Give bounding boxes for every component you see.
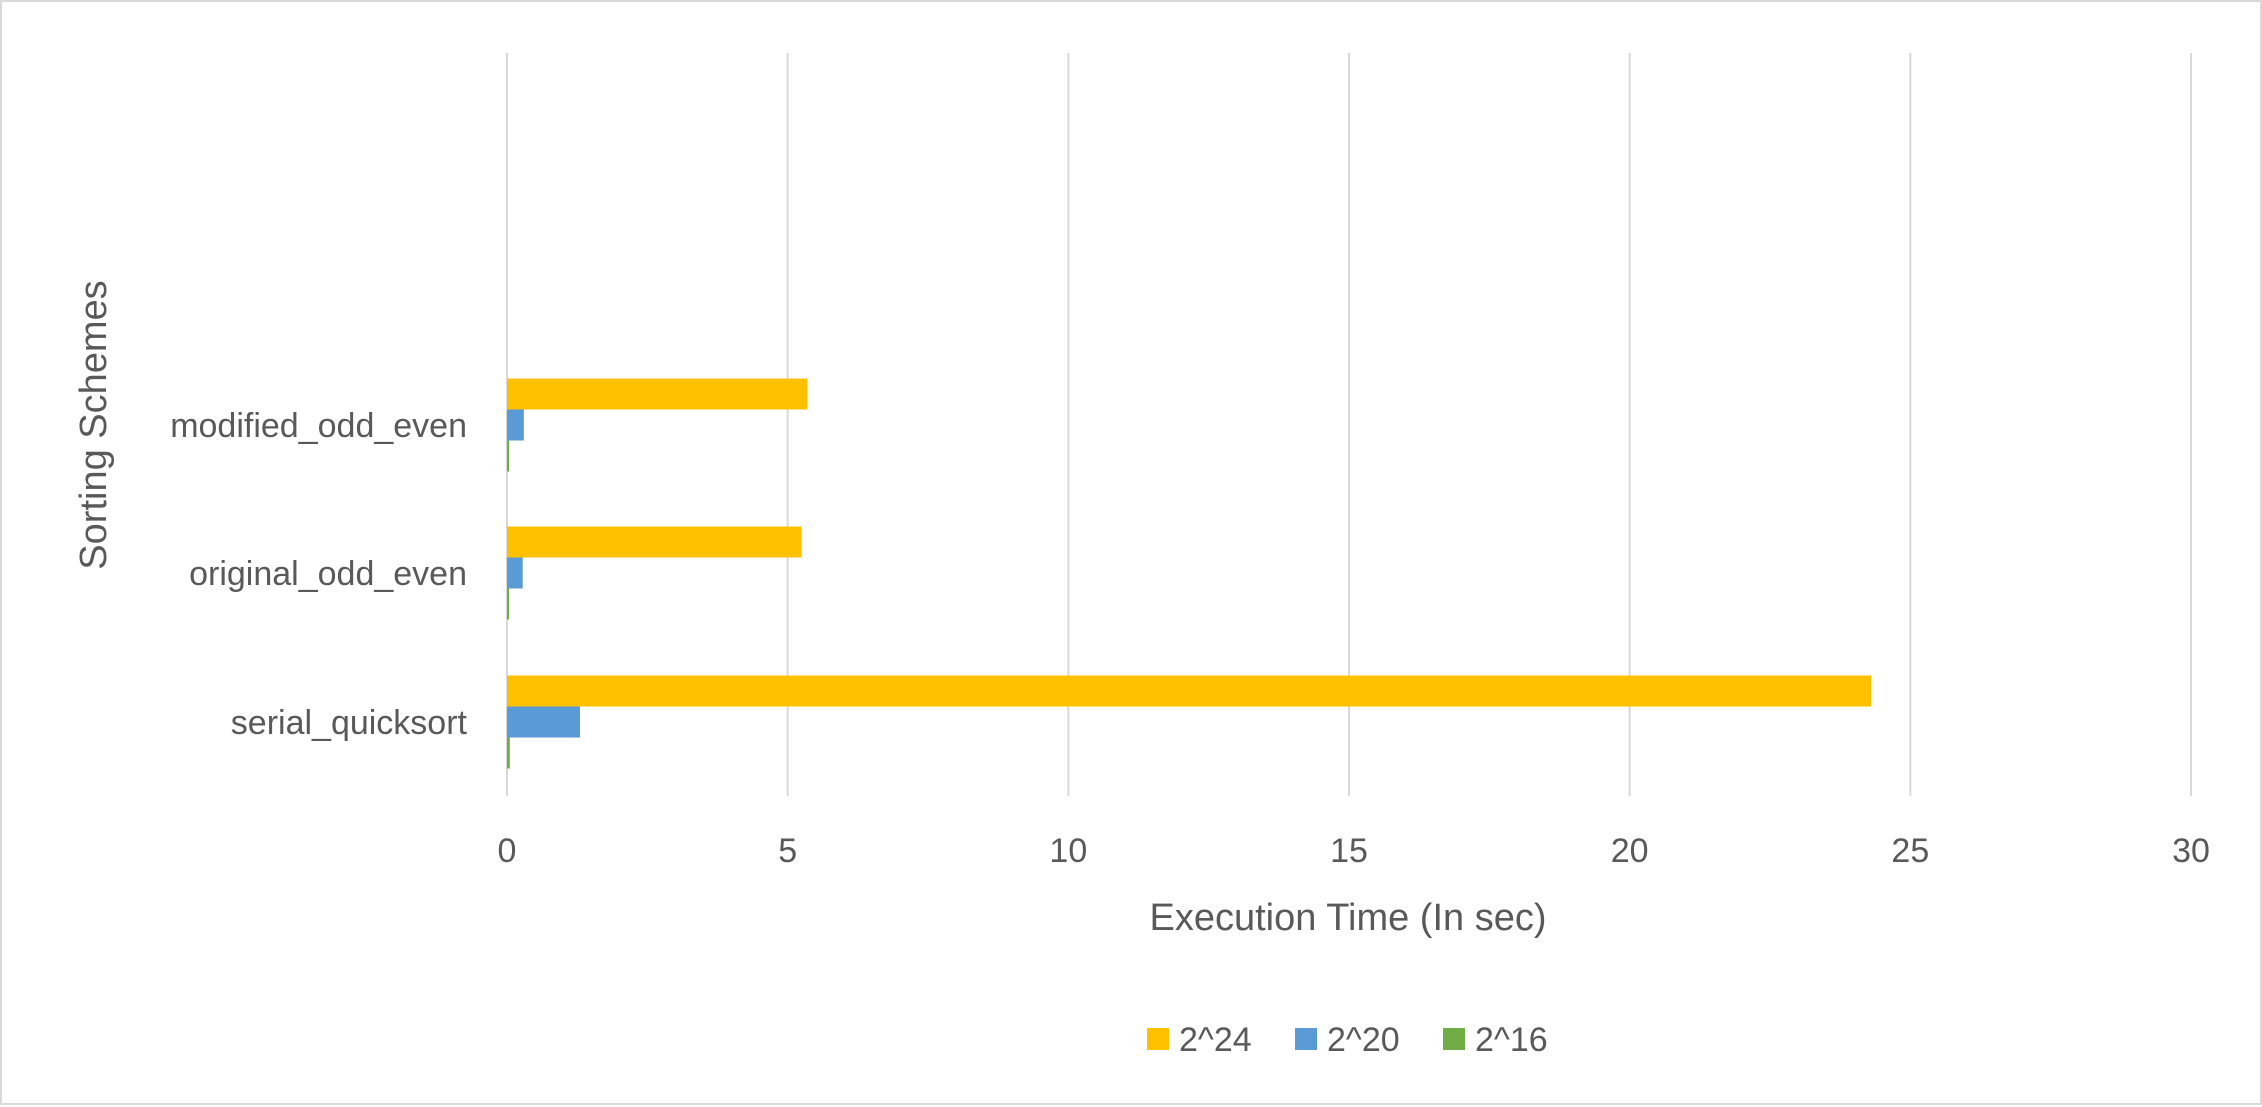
- legend-item-2pow24: 2^24: [1147, 1021, 1252, 1059]
- x-tick-labels: 0 5 10 15 20 25 30: [498, 832, 2210, 870]
- y-tick-label-modified-odd-even: modified_odd_even: [170, 407, 467, 445]
- bar-original-odd-even-2pow24: [507, 526, 802, 558]
- x-axis-title: Execution Time (In sec): [1149, 897, 1546, 939]
- gridlines: [506, 53, 2192, 796]
- bar-modified-odd-even-2pow20: [507, 409, 524, 441]
- legend-swatch: [1295, 1028, 1317, 1050]
- legend-label: 2^24: [1179, 1021, 1252, 1059]
- legend-item-2pow16: 2^16: [1443, 1021, 1548, 1059]
- x-tick-label-25: 25: [1891, 832, 1929, 870]
- y-tick-label-original-odd-even: original_odd_even: [189, 555, 467, 593]
- x-tick-label-5: 5: [778, 832, 797, 870]
- bar-modified-odd-even-2pow24: [507, 378, 808, 410]
- x-tick-label-0: 0: [498, 832, 517, 870]
- bars: [507, 378, 1872, 769]
- bar-serial-quicksort-2pow24: [507, 675, 1872, 707]
- bar-modified-odd-even-2pow16: [507, 440, 509, 472]
- x-tick-label-30: 30: [2172, 832, 2210, 870]
- legend: 2^24 2^20 2^16: [1147, 1021, 1548, 1059]
- bar-serial-quicksort-2pow20: [507, 706, 580, 738]
- legend-swatch: [1443, 1028, 1465, 1050]
- bar-serial-quicksort-2pow16: [507, 737, 510, 769]
- y-axis-title: Sorting Schemes: [73, 280, 115, 569]
- x-tick-label-10: 10: [1049, 832, 1087, 870]
- legend-item-2pow20: 2^20: [1295, 1021, 1400, 1059]
- x-tick-label-15: 15: [1330, 832, 1368, 870]
- x-tick-label-20: 20: [1611, 832, 1649, 870]
- y-tick-label-serial-quicksort: serial_quicksort: [231, 704, 468, 742]
- bar-original-odd-even-2pow20: [507, 557, 523, 589]
- bar-original-odd-even-2pow16: [507, 588, 509, 620]
- legend-label: 2^16: [1475, 1021, 1548, 1059]
- y-tick-labels: serial_quicksort original_odd_even modifie…: [170, 407, 467, 742]
- legend-swatch: [1147, 1028, 1169, 1050]
- legend-label: 2^20: [1327, 1021, 1400, 1059]
